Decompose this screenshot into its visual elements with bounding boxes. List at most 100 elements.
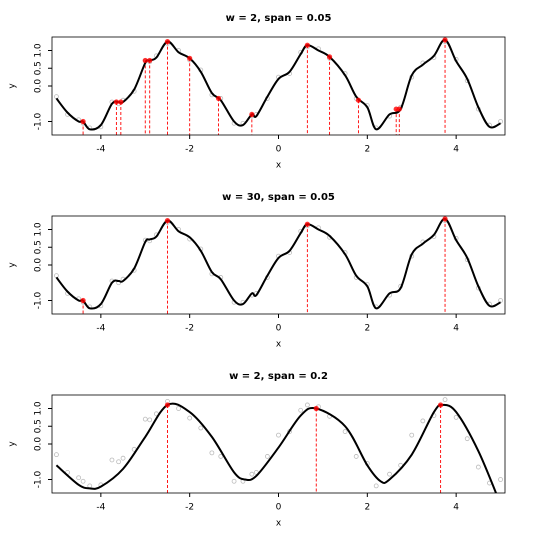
x-tick-label: -4 (96, 503, 105, 513)
raw-point (464, 436, 470, 442)
raw-point (198, 425, 204, 431)
plot-area (54, 216, 503, 314)
plot-frame (51, 215, 506, 315)
peak-point (113, 99, 119, 105)
peak-point (80, 118, 86, 125)
chart-title: w = 2, span = 0.2 (229, 371, 328, 382)
y-axis-label: y (8, 441, 18, 447)
raw-point (442, 397, 448, 403)
x-tick-label: 2 (364, 324, 370, 334)
smooth-line (55, 402, 498, 493)
raw-point (54, 273, 59, 279)
peak-point (442, 216, 448, 222)
peak-point (326, 54, 333, 60)
y-tick-label: 0.0 (34, 258, 44, 273)
peak-point (304, 221, 310, 227)
peak-point (147, 57, 153, 64)
smooth-line (55, 38, 502, 131)
raw-point (249, 471, 255, 477)
raw-point (264, 454, 270, 459)
y-axis-label: y (8, 262, 18, 268)
panel: w = 30, span = 0.05 x y -4 -2 0 2 4 -1.0 0.0 0.5 1.… (8, 192, 506, 350)
y-tick-label: 1.0 (34, 43, 44, 58)
raw-point (116, 459, 122, 465)
x-tick-label: -2 (185, 503, 194, 513)
raw-point (187, 415, 193, 421)
x-tick-label: 0 (276, 324, 282, 334)
x-tick-label: 2 (364, 145, 370, 155)
y-tick-label: 0.0 (34, 437, 44, 452)
peak-point (80, 297, 86, 304)
peak-point (142, 57, 148, 64)
panel: w = 2, span = 0.05 x y -4 -2 0 2 4 -1.0 0.0 0.5 1.0 (8, 13, 506, 171)
raw-point (147, 417, 153, 423)
peak-point (249, 111, 255, 118)
y-tick-label: -1.0 (34, 112, 44, 130)
peak-point (164, 402, 171, 408)
y-tick-label: 0.5 (34, 419, 44, 433)
y-tick-label: 0.5 (34, 240, 44, 254)
raw-point (80, 478, 86, 484)
raw-point (142, 416, 148, 422)
raw-point (231, 478, 237, 484)
peak-point (355, 97, 362, 103)
raw-point (475, 464, 481, 470)
plot-frame (51, 394, 506, 494)
raw-point (373, 483, 379, 489)
x-axis-label: x (276, 519, 282, 529)
y-tick-label: 0.5 (34, 61, 44, 75)
x-tick-label: -4 (96, 145, 105, 155)
y-tick-label: -1.0 (34, 291, 44, 309)
plot-frame (51, 36, 506, 136)
raw-point (409, 432, 415, 438)
raw-point (276, 432, 281, 438)
x-tick-label: 0 (276, 503, 282, 513)
raw-point (120, 455, 126, 461)
y-axis-label: y (8, 83, 18, 89)
raw-point (209, 450, 215, 456)
peak-point (313, 405, 319, 412)
chart-title: w = 2, span = 0.05 (226, 13, 332, 24)
plot-area (54, 397, 503, 493)
x-axis-label: x (276, 161, 282, 171)
raw-point (87, 483, 93, 489)
raw-point (353, 454, 359, 459)
peak-point (164, 39, 171, 45)
x-tick-label: -2 (185, 324, 194, 334)
raw-point (304, 402, 310, 408)
x-tick-label: -2 (185, 145, 194, 155)
raw-point (76, 475, 82, 481)
y-tick-label: 1.0 (34, 222, 44, 237)
y-tick-label: -1.0 (34, 470, 44, 488)
x-tick-label: 4 (453, 324, 459, 334)
x-tick-label: 2 (364, 503, 370, 513)
peak-point (396, 106, 402, 112)
peak-point (438, 402, 444, 408)
smooth-line (55, 217, 502, 310)
raw-point (342, 429, 348, 434)
peak-point (164, 218, 171, 224)
x-axis-label: x (276, 340, 282, 350)
y-tick-label: 0.0 (34, 79, 44, 94)
x-tick-label: 0 (276, 145, 282, 155)
peak-point (442, 37, 448, 43)
peak-point (215, 95, 222, 102)
peak-point (118, 99, 124, 105)
raw-point (420, 418, 426, 424)
x-tick-label: -4 (96, 324, 105, 334)
raw-point (453, 414, 459, 420)
raw-point (54, 452, 59, 458)
raw-point (176, 406, 181, 411)
raw-point (387, 471, 392, 477)
plot-area (54, 37, 503, 135)
y-tick-label: 1.0 (34, 401, 44, 416)
raw-point (54, 94, 59, 100)
peak-point (304, 42, 310, 48)
x-tick-label: 4 (453, 145, 459, 155)
raw-point (109, 457, 115, 463)
peak-point (187, 55, 193, 61)
raw-point (218, 454, 224, 459)
chart-title: w = 30, span = 0.05 (222, 192, 335, 203)
